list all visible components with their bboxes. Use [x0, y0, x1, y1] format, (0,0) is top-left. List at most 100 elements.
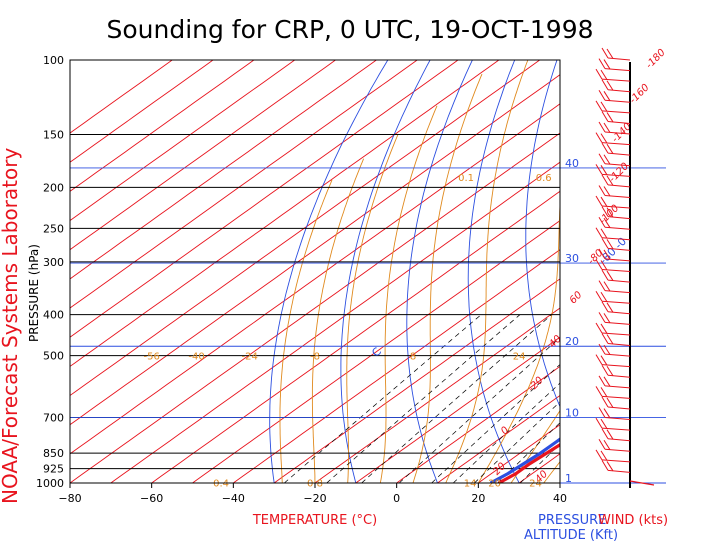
pressure-tick-label: 150	[43, 128, 64, 141]
wind-barb-flag	[603, 313, 611, 324]
moist-adiabat-label: 24	[513, 352, 526, 363]
temperature-tick-label: −60	[140, 492, 163, 505]
mixing-ratio-line	[326, 314, 521, 483]
temperature-tick-label: −20	[303, 492, 326, 505]
wind-barb-flag	[606, 397, 614, 408]
wind-barb-flag	[606, 270, 614, 281]
wind-barb-flag	[598, 439, 606, 450]
isotherm-line	[70, 60, 500, 367]
isotherm-line	[70, 60, 377, 280]
wind-barb-flag	[601, 396, 609, 408]
pressure-tick-label: 850	[43, 447, 64, 460]
moist-adiabat-line	[477, 196, 560, 483]
wind-barb-shaft	[607, 438, 631, 442]
isotherm-line	[70, 60, 459, 338]
altitude-tick-label: 40	[565, 157, 579, 170]
isotherm-line	[396, 365, 560, 483]
wind-barb-flag	[603, 59, 611, 70]
surface-wind-barb	[629, 480, 655, 486]
moist-adiabat-line	[311, 158, 365, 483]
wind-barb-flag	[606, 429, 614, 440]
isotherm-line	[70, 60, 418, 309]
isotherm-line	[273, 278, 560, 483]
temperature-tick-label: 20	[471, 492, 485, 505]
wind-barb-shaft	[604, 353, 631, 357]
wind-barb-flag	[598, 343, 606, 355]
wind-barb-flag	[598, 248, 606, 260]
altitude-axis-label: ALTITUDE (Kft)	[524, 528, 618, 543]
wind-barb-shaft	[607, 469, 631, 473]
wind-barb-shaft	[604, 321, 631, 325]
wind-barb-shaft	[607, 57, 631, 61]
wind-barb-shaft	[604, 131, 631, 135]
wind-barb-flag	[606, 207, 614, 218]
wind-barb-flag	[603, 249, 611, 260]
dry-adiabat-label: C	[369, 345, 384, 360]
wind-barb-shaft	[607, 184, 631, 188]
mixing-ratio-line	[474, 401, 560, 483]
isotherm-line	[518, 453, 560, 483]
pressure-tick-label: 700	[43, 411, 64, 424]
wind-barb-flag	[598, 407, 606, 418]
wind-barb-flag	[595, 68, 603, 80]
wind-barb-flag	[598, 280, 606, 291]
wind-barb-flag	[595, 195, 603, 207]
isotherm-line	[233, 249, 560, 483]
wind-barb-flag	[595, 132, 603, 143]
wind-barb-flag	[598, 312, 606, 323]
wind-barb-flag	[603, 376, 611, 387]
wind-profile	[595, 47, 655, 488]
isotherm-line	[192, 219, 560, 483]
wind-barb-flag	[601, 238, 609, 249]
altitude-tick-label: 1	[565, 472, 572, 485]
wind-barb-flag	[603, 122, 611, 133]
dry-adiabat-line	[406, 60, 473, 483]
wind-barb-flag	[603, 440, 611, 451]
wind-barb-flag	[598, 375, 606, 387]
isotherm-line	[70, 60, 214, 163]
pressure-axis-label: PRESSURE (hPa)	[27, 244, 41, 342]
isotherm-line	[70, 132, 560, 483]
dry-adiabat-line	[580, 60, 683, 483]
wind-barb-flag	[606, 461, 614, 472]
isotherm-line	[70, 60, 295, 222]
wind-barb-flag	[601, 364, 609, 376]
pressure-tick-label: 200	[43, 181, 64, 194]
wind-barb-flag	[600, 228, 608, 239]
wind-barb-flag	[595, 259, 603, 270]
mixing-ratio-line	[452, 382, 560, 483]
moist-adiabat-line	[379, 105, 438, 483]
wind-barb-shaft	[601, 364, 631, 368]
wind-barb-flag	[603, 408, 611, 419]
altitude-tick-label: 20	[565, 335, 579, 348]
wind-barb-flag	[606, 302, 614, 313]
pressure-tick-label: 100	[43, 54, 64, 67]
mixing-ratio-label: 24	[529, 478, 542, 489]
wind-barb-flag	[603, 281, 611, 292]
wind-barb-shaft	[607, 311, 631, 315]
wind-barb-flag	[600, 450, 608, 461]
wind-barb-flag	[595, 290, 603, 302]
altitude-tick-label: 30	[565, 252, 579, 265]
pressure-tick-label: 250	[43, 222, 64, 235]
wind-barb-shaft	[604, 226, 631, 230]
wind-barb-shaft	[604, 258, 631, 262]
pressure-tick-label: 400	[43, 309, 64, 322]
side-label: NOAA/Forecast Systems Laboratory	[0, 148, 22, 504]
pressure-tick-label: 925	[43, 463, 64, 476]
moist-adiabat-label: -40	[188, 352, 204, 363]
dewpoint-profile-line	[489, 437, 560, 483]
wind-barb-flag	[595, 417, 603, 429]
wind-barb-flag	[600, 260, 608, 271]
wind-barb-flag	[606, 365, 614, 377]
dry-adiabat-line	[269, 60, 389, 483]
dry-adiabat-line	[525, 60, 560, 408]
isotherm-label: 40	[547, 334, 564, 351]
wind-barb-shaft	[604, 99, 631, 103]
wind-barb-flag	[603, 217, 611, 228]
pressure-tick-label: 500	[43, 350, 64, 363]
axes: 1001502002503004005007008509251000403020…	[36, 54, 579, 505]
wind-barb-flag	[606, 80, 614, 91]
wind-barb-flag	[606, 48, 614, 59]
